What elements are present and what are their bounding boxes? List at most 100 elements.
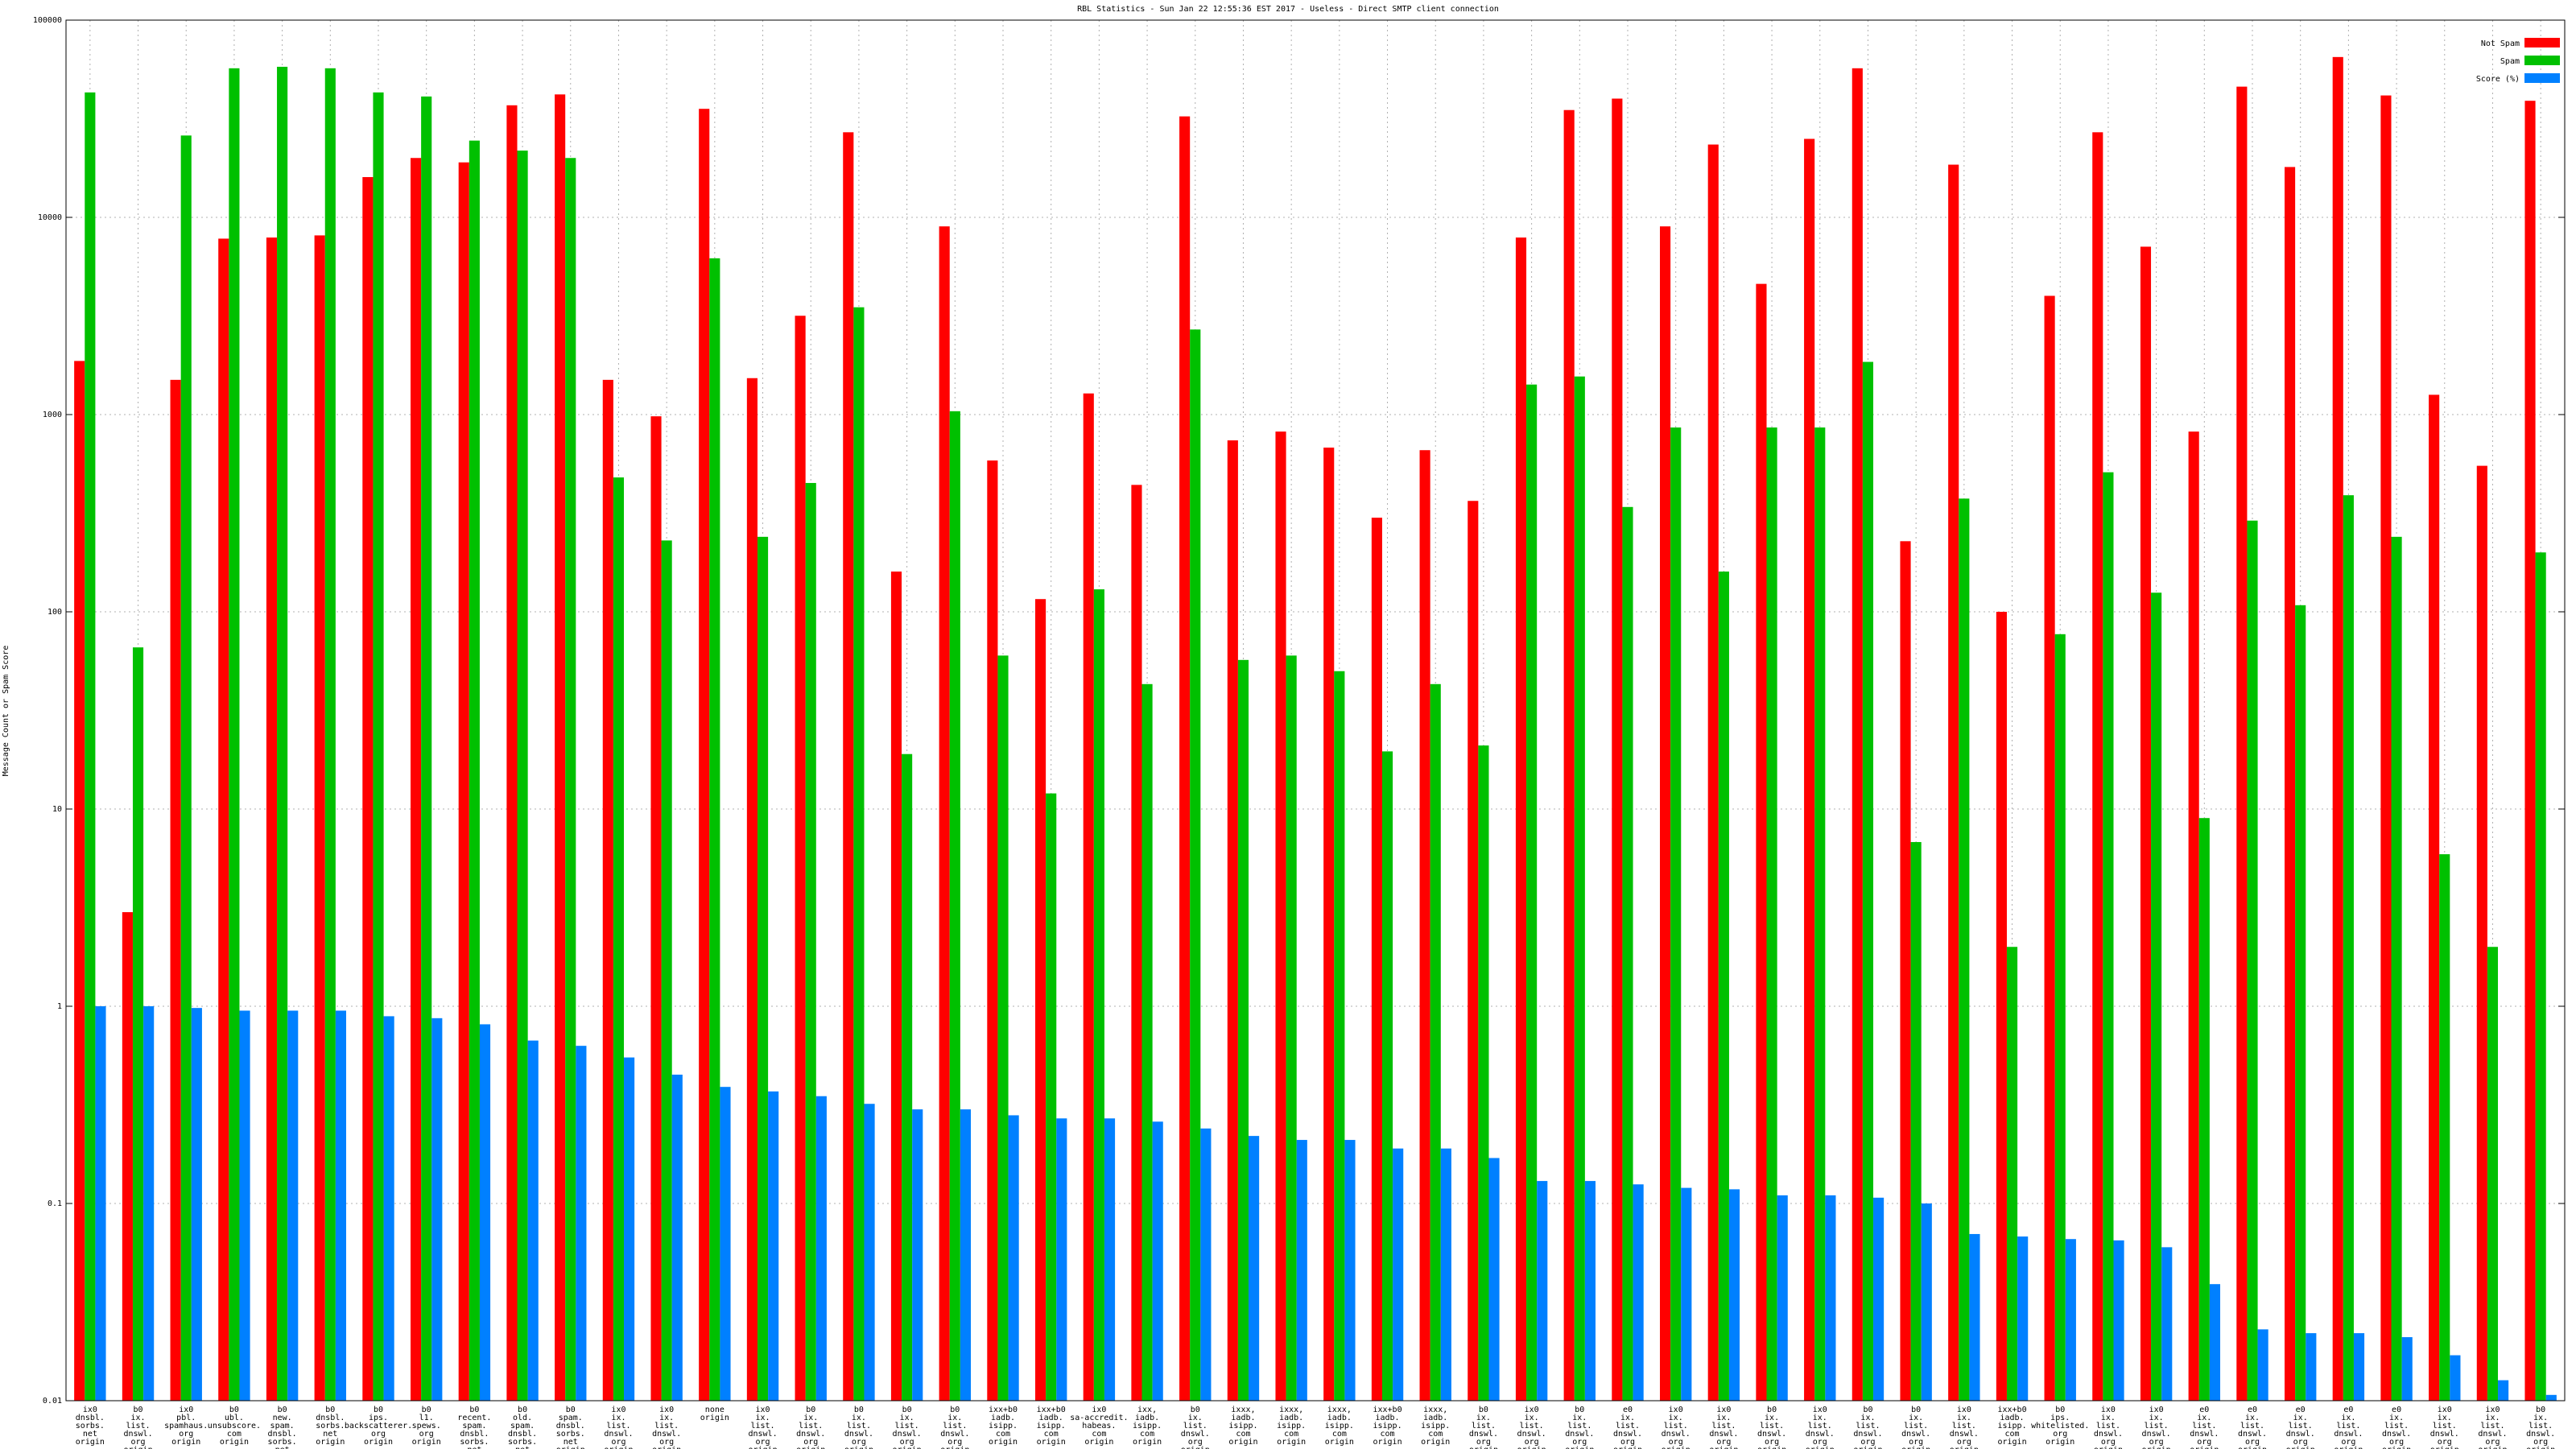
- bar: [757, 536, 769, 1401]
- bar: [555, 94, 566, 1401]
- bar: [843, 132, 854, 1401]
- bar: [2092, 132, 2103, 1401]
- bar: [1296, 1140, 1307, 1401]
- bar: [527, 1040, 539, 1401]
- bar: [180, 135, 192, 1401]
- bar: [1948, 164, 1959, 1401]
- bar: [699, 109, 710, 1401]
- bar: [1526, 384, 1538, 1402]
- bar: [314, 235, 325, 1402]
- bar: [1104, 1118, 1116, 1401]
- bar: [1419, 450, 1430, 1402]
- bar: [2535, 552, 2546, 1401]
- bar: [1093, 589, 1104, 1401]
- bar: [864, 1104, 875, 1401]
- bar: [949, 411, 960, 1401]
- y-axis-label: Message Count or Spam Score: [2, 646, 10, 777]
- x-tick-label: ixx+b0 iadb. isipp. com origin: [1373, 1406, 1402, 1447]
- bar: [1756, 283, 1767, 1402]
- bar: [1131, 485, 1142, 1402]
- bar: [1468, 501, 1479, 1401]
- bar: [2524, 101, 2536, 1401]
- chart-title: RBL Statistics - Sun Jan 22 12:55:36 EST…: [1077, 5, 1499, 14]
- bar: [2006, 947, 2018, 1401]
- bar: [2476, 465, 2487, 1402]
- bar: [576, 1046, 587, 1401]
- bar: [1563, 109, 1575, 1401]
- bar: [479, 1024, 491, 1401]
- bar: [2113, 1240, 2124, 1401]
- bar: [1478, 745, 1489, 1401]
- bar: [1046, 793, 1057, 1401]
- y-tick-label: 1000: [43, 411, 62, 419]
- bar: [517, 151, 528, 1402]
- bar: [1515, 237, 1527, 1402]
- bar: [122, 912, 133, 1401]
- bar: [2306, 1333, 2317, 1401]
- bar: [239, 1010, 250, 1401]
- bar: [1670, 427, 1682, 1401]
- y-tick-label: 10: [52, 805, 62, 814]
- bar: [1141, 683, 1153, 1401]
- bar: [1393, 1148, 1404, 1401]
- x-tick-label: b0 ips. whitelisted. org origin: [2031, 1406, 2089, 1447]
- bar: [143, 1006, 155, 1401]
- bar: [1996, 612, 2007, 1401]
- bar: [2247, 520, 2258, 1402]
- bar: [1344, 1140, 1356, 1401]
- bar: [1381, 751, 1393, 1401]
- legend-swatch: [2524, 73, 2560, 83]
- bar: [853, 307, 865, 1401]
- bar: [2151, 592, 2162, 1401]
- bar: [1286, 655, 1297, 1401]
- y-tick-label: 0.1: [47, 1199, 62, 1208]
- bar: [939, 226, 950, 1401]
- bar: [2188, 431, 2199, 1401]
- bar: [997, 655, 1009, 1401]
- bar: [1728, 1189, 1740, 1401]
- bar: [218, 238, 229, 1402]
- bar: [2295, 605, 2306, 1401]
- x-tick-label: ixx+b0 iadb. isipp. com origin: [1997, 1406, 2026, 1447]
- y-tick-label: 10000: [38, 213, 62, 222]
- bar: [191, 1008, 202, 1401]
- bar: [1440, 1148, 1451, 1401]
- bar: [1862, 361, 1874, 1401]
- bar: [2198, 818, 2210, 1401]
- bar: [2487, 947, 2499, 1401]
- bar: [1537, 1181, 1548, 1401]
- bar: [1083, 393, 1094, 1402]
- x-tick-label: ixxx, iadb. isipp. com origin: [1325, 1406, 1354, 1447]
- bar: [1323, 448, 1335, 1401]
- legend-swatch: [2524, 38, 2560, 47]
- bar: [2017, 1236, 2029, 1401]
- bar: [2498, 1380, 2509, 1401]
- bar: [1034, 599, 1046, 1401]
- bar: [602, 379, 613, 1401]
- bar: [1969, 1233, 1980, 1401]
- bar: [650, 416, 662, 1401]
- bar: [2140, 246, 2152, 1402]
- bar: [1056, 1118, 1067, 1401]
- bar: [1430, 683, 1441, 1401]
- y-tick-label: 1: [57, 1002, 62, 1011]
- bar: [1152, 1121, 1163, 1401]
- x-tick-label: ix0 sa-accredit. habeas. com origin: [1070, 1406, 1128, 1447]
- bar: [960, 1109, 972, 1401]
